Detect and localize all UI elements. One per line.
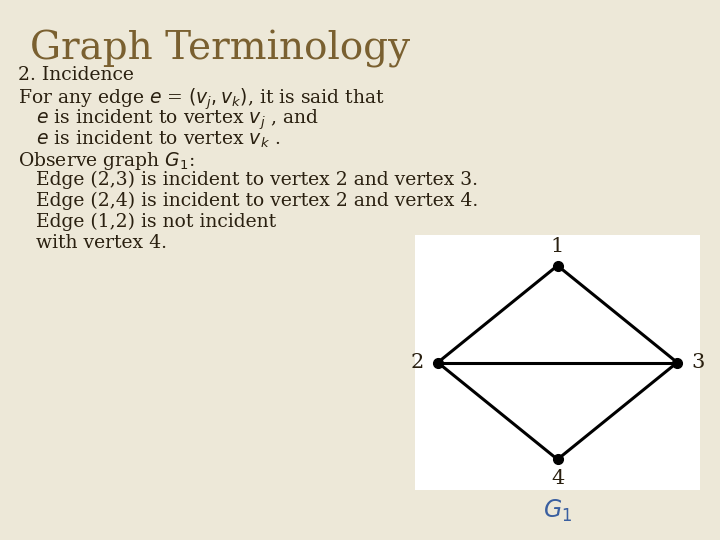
Text: 2: 2 xyxy=(410,353,424,372)
Text: 1: 1 xyxy=(551,237,564,255)
Text: Edge (1,2) is not incident: Edge (1,2) is not incident xyxy=(36,213,276,231)
Text: 2. Incidence: 2. Incidence xyxy=(18,66,134,84)
Text: $e$ is incident to vertex $v_k$ .: $e$ is incident to vertex $v_k$ . xyxy=(36,129,280,150)
Text: 3: 3 xyxy=(691,353,705,372)
Text: Edge (2,4) is incident to vertex 2 and vertex 4.: Edge (2,4) is incident to vertex 2 and v… xyxy=(36,192,478,210)
Text: Observe graph $G_1$:: Observe graph $G_1$: xyxy=(18,150,194,172)
Text: Edge (2,3) is incident to vertex 2 and vertex 3.: Edge (2,3) is incident to vertex 2 and v… xyxy=(36,171,478,189)
Text: with vertex 4.: with vertex 4. xyxy=(36,234,167,252)
Text: Graph Terminology: Graph Terminology xyxy=(30,30,410,68)
Text: 4: 4 xyxy=(551,469,564,488)
Text: $G_1$: $G_1$ xyxy=(543,498,572,524)
Text: $e$ is incident to vertex $v_j$ , and: $e$ is incident to vertex $v_j$ , and xyxy=(36,108,319,132)
Text: For any edge $e$ = $(v_j,v_k)$, it is said that: For any edge $e$ = $(v_j,v_k)$, it is sa… xyxy=(18,87,385,112)
Bar xyxy=(415,235,700,490)
